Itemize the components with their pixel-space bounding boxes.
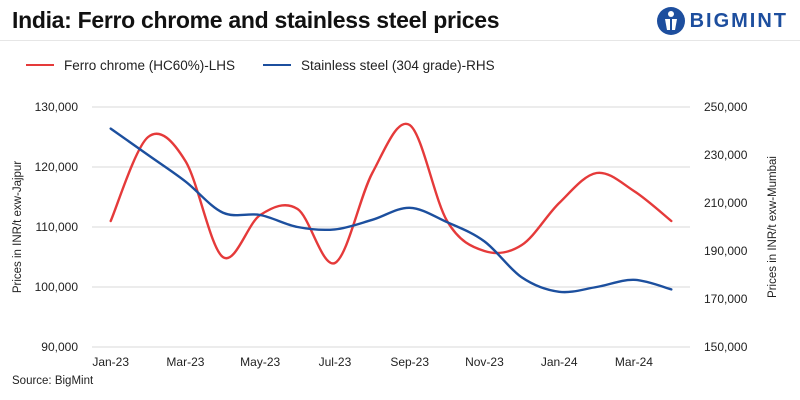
- x-tick-label: Nov-23: [465, 355, 504, 369]
- brand-logo: BIGMINT: [656, 6, 788, 36]
- brand-logo-icon: [656, 7, 685, 35]
- legend-label-ferro-chrome: Ferro chrome (HC60%)-LHS: [64, 57, 236, 73]
- series-line-stainless-steel: [109, 127, 673, 294]
- chart-title: India: Ferro chrome and stainless steel …: [12, 7, 500, 33]
- legend-swatch-stainless-steel: [263, 64, 292, 66]
- series-line-ferro-chrome: [109, 122, 673, 265]
- y-left-tick-label: 110,000: [36, 220, 79, 234]
- x-tick-label: Jul-23: [319, 355, 352, 369]
- source-note: Source: BigMint: [12, 375, 94, 387]
- y-left-tick-label: 100,000: [35, 280, 79, 294]
- y-right-tick-label: 250,000: [704, 100, 748, 114]
- x-tick-label: Jan-24: [541, 355, 578, 369]
- y-right-tick-label: 190,000: [704, 244, 748, 258]
- x-tick-label: Mar-24: [615, 355, 653, 369]
- x-tick-label: Jan-23: [92, 355, 129, 369]
- y-right-tick-label: 230,000: [704, 148, 748, 162]
- y-right-tick-label: 210,000: [704, 196, 748, 210]
- x-tick-label: Sep-23: [390, 355, 429, 369]
- x-tick-label: May-23: [240, 355, 280, 369]
- legend-item-ferro-chrome: Ferro chrome (HC60%)-LHS: [26, 58, 235, 73]
- brand-name: BIGMINT: [689, 9, 788, 32]
- legend-item-stainless-steel: Stainless steel (304 grade)-RHS: [263, 58, 495, 73]
- y-left-axis-title: Prices in INR/t exw-Jajpur: [12, 161, 24, 293]
- y-left-tick-label: 130,000: [35, 100, 79, 114]
- legend-label-stainless-steel: Stainless steel (304 grade)-RHS: [301, 57, 495, 73]
- y-right-tick-label: 170,000: [704, 292, 748, 306]
- y-right-axis-title: Prices in INR/t exw-Mumbai: [767, 156, 779, 298]
- y-right-tick-label: 150,000: [704, 340, 748, 354]
- y-left-tick-label: 120,000: [35, 160, 79, 174]
- chart-legend: Ferro chrome (HC60%)-LHS Stainless steel…: [26, 55, 523, 75]
- header-divider: [0, 40, 800, 41]
- legend-swatch-ferro-chrome: [26, 64, 54, 66]
- x-tick-label: Mar-23: [166, 355, 204, 369]
- y-left-tick-label: 90,000: [41, 340, 78, 354]
